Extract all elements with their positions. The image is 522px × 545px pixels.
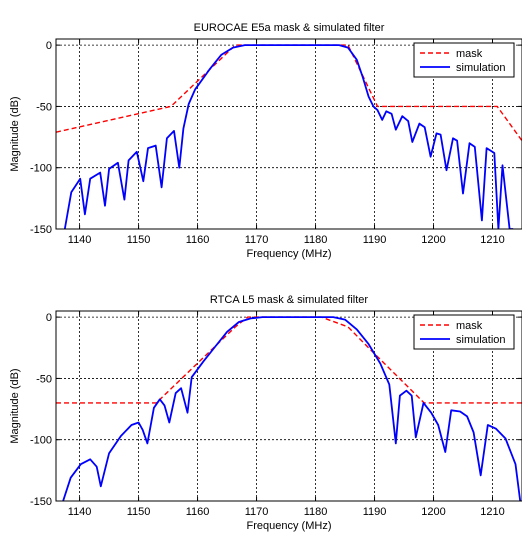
y-tick-label: -150 (30, 496, 52, 508)
x-tick-label: 1200 (421, 506, 445, 518)
x-tick-label: 1140 (68, 506, 92, 518)
x-tick-label: 1140 (68, 234, 92, 246)
x-tick-label: 1210 (480, 506, 504, 518)
x-axis-label: Frequency (MHz) (247, 248, 332, 260)
legend-entry-simulation: simulation (456, 334, 506, 346)
x-tick-label: 1170 (245, 234, 269, 246)
legend-entry-mask: mask (456, 48, 483, 60)
chart-title: RTCA L5 mask & simulated filter (210, 294, 368, 306)
x-axis-label: Frequency (MHz) (247, 520, 332, 532)
y-tick-label: 0 (46, 40, 52, 52)
chart-title: EUROCAE E5a mask & simulated filter (194, 22, 385, 34)
x-tick-label: 1170 (245, 506, 269, 518)
y-tick-label: -100 (30, 163, 52, 175)
legend-entry-simulation: simulation (456, 62, 506, 74)
x-tick-label: 1200 (421, 234, 445, 246)
x-tick-label: 1180 (304, 234, 328, 246)
x-tick-label: 1160 (186, 506, 210, 518)
y-tick-label: -150 (30, 224, 52, 236)
y-tick-label: 0 (46, 312, 52, 324)
y-axis-label: Magnitude (dB) (9, 96, 21, 171)
y-tick-label: -50 (36, 101, 52, 113)
legend-entry-mask: mask (456, 320, 483, 332)
legend: mask simulation (414, 315, 514, 349)
x-tick-label: 1210 (480, 234, 504, 246)
x-tick-label: 1150 (127, 506, 151, 518)
y-tick-label: -50 (36, 373, 52, 385)
y-tick-label: -100 (30, 435, 52, 447)
legend: mask simulation (414, 43, 514, 77)
x-tick-label: 1150 (127, 234, 151, 246)
y-axis-label: Magnitude (dB) (9, 368, 21, 443)
chart-2: 1140 1150 1160 1170 1180 1190 1200 1210 0 -50 -100… (9, 294, 522, 532)
x-tick-label: 1180 (304, 506, 328, 518)
x-tick-label: 1190 (363, 506, 387, 518)
chart-1: 1140 1150 1160 1170 1180 1190 1200 1210 0 -50 -100… (9, 22, 522, 260)
x-tick-label: 1190 (363, 234, 387, 246)
x-tick-label: 1160 (186, 234, 210, 246)
